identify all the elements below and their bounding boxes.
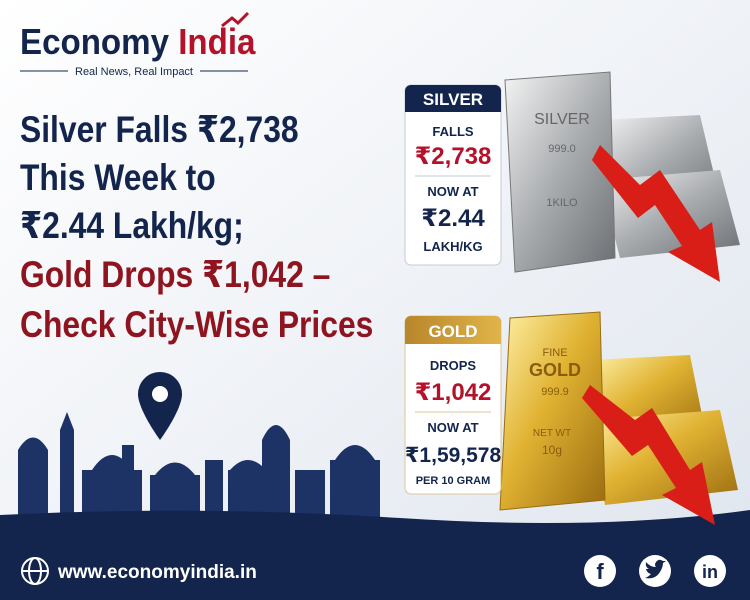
bar-engraving: SILVER: [534, 111, 590, 128]
unit: PER 10 GRAM: [416, 475, 491, 487]
bar-engraving: 10g: [542, 443, 562, 457]
skyline: [18, 412, 380, 520]
social-linkedin[interactable]: in: [694, 555, 726, 587]
gold-bar: [499, 311, 606, 511]
down-arrow: [592, 145, 720, 282]
social-facebook[interactable]: f: [584, 555, 616, 587]
twitter-bird: [645, 559, 666, 579]
footer: [0, 544, 750, 600]
change-label: DROPS: [430, 358, 477, 373]
headline-line: ₹2.44 Lakh/kg;: [20, 206, 244, 247]
pin-dot: [152, 386, 168, 402]
headline-line: Gold Drops ₹1,042 –: [20, 255, 330, 296]
social-circle: [694, 555, 726, 587]
website[interactable]: www.economyindia.in: [57, 562, 257, 583]
card-label: SILVER: [423, 90, 483, 109]
globe-icon: [21, 557, 49, 585]
headline: Silver Falls ₹2,738 This Week to ₹2.44 L…: [20, 110, 373, 346]
change-label: FALLS: [432, 124, 473, 139]
change: ₹2,738: [415, 143, 492, 170]
social-circle: [584, 555, 616, 587]
silver-bar: [504, 71, 616, 273]
headline-line: This Week to: [20, 158, 216, 199]
price: ₹1,59,578: [405, 444, 502, 467]
silver-card: SILVER FALLS ₹2,738 NOW AT ₹2.44 LAKH/KG: [404, 84, 502, 266]
unit: LAKH/KG: [423, 239, 482, 254]
card-header: [405, 85, 501, 112]
bar-engraving: NET WT: [533, 428, 571, 439]
change: ₹1,042: [415, 379, 492, 406]
card-header: [405, 316, 501, 344]
gold-card: GOLD DROPS ₹1,042 NOW AT ₹1,59,578 PER 1…: [404, 315, 502, 495]
bar-engraving: 1KILO: [546, 197, 578, 209]
location-pin: [138, 372, 182, 440]
bar-engraving: 999.0: [548, 143, 576, 155]
bar-engraving: FINE: [542, 347, 567, 359]
now-label: NOW AT: [427, 184, 478, 199]
card-label: GOLD: [428, 322, 477, 341]
headline-line: Silver Falls ₹2,738: [20, 110, 299, 151]
social-label: in: [702, 562, 718, 582]
tagline: Real News, Real Impact: [75, 66, 193, 78]
brand-first: Economy: [20, 23, 170, 63]
headline-line: Check City-Wise Prices: [20, 305, 373, 346]
bar-engraving: GOLD: [529, 360, 581, 380]
wave: [0, 510, 750, 545]
down-arrow: [582, 385, 715, 525]
brand-second: India: [178, 23, 256, 63]
logo-arrow: [221, 11, 250, 28]
social-label: f: [596, 559, 604, 584]
price: ₹2.44: [421, 205, 485, 232]
now-label: NOW AT: [427, 420, 478, 435]
social-twitter[interactable]: [639, 555, 671, 587]
bar-engraving: 999.9: [541, 386, 569, 398]
brand: Economy India: [20, 23, 256, 63]
